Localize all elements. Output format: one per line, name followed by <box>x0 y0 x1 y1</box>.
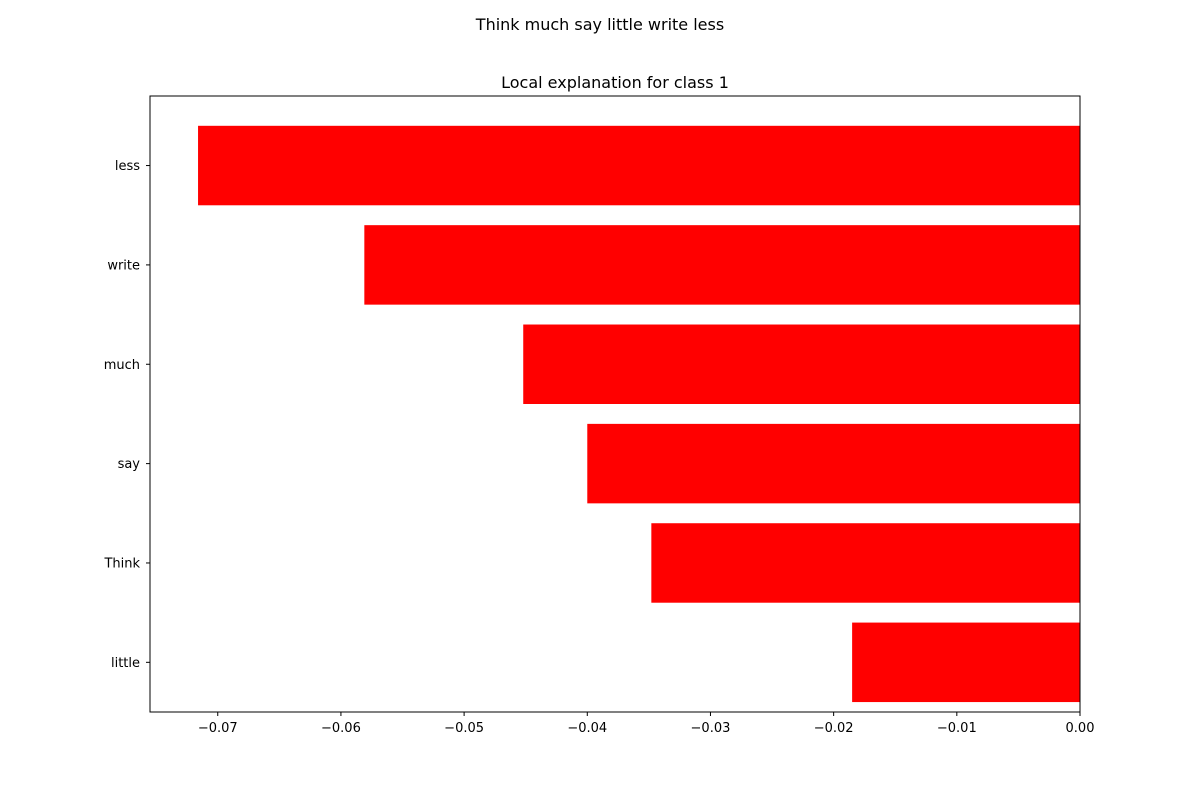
y-tick-label: Think <box>103 556 140 571</box>
bar-say <box>587 423 1080 504</box>
bar-much <box>523 324 1080 404</box>
y-tick-label: little <box>111 656 140 671</box>
x-tick-label: −0.04 <box>567 721 607 736</box>
figure-suptitle: Think much say little write less <box>475 15 724 34</box>
x-axis-ticks: −0.07 −0.06 −0.05 −0.04 −0.03 −0.02 −0.01 0.00 <box>198 712 1095 736</box>
bars-layer <box>198 125 1080 703</box>
y-axis-ticks: less write much say Think little <box>103 159 150 671</box>
x-tick-label: −0.06 <box>321 721 361 736</box>
x-tick-label: −0.05 <box>444 721 484 736</box>
bar-less <box>198 125 1080 206</box>
x-tick-label: −0.02 <box>814 721 854 736</box>
bar-think <box>651 523 1080 603</box>
chart-title: Local explanation for class 1 <box>501 73 729 92</box>
x-tick-label: −0.07 <box>198 721 238 736</box>
y-tick-label: write <box>107 258 140 273</box>
bar-write <box>364 225 1080 305</box>
plot-frame <box>149 95 1081 713</box>
x-tick-label: −0.03 <box>691 721 731 736</box>
y-tick-label: much <box>104 358 140 373</box>
y-tick-label: less <box>115 159 140 174</box>
x-tick-label: −0.01 <box>937 721 977 736</box>
y-tick-label: say <box>118 457 141 472</box>
bar-little <box>852 622 1080 703</box>
x-tick-label: 0.00 <box>1066 721 1095 736</box>
